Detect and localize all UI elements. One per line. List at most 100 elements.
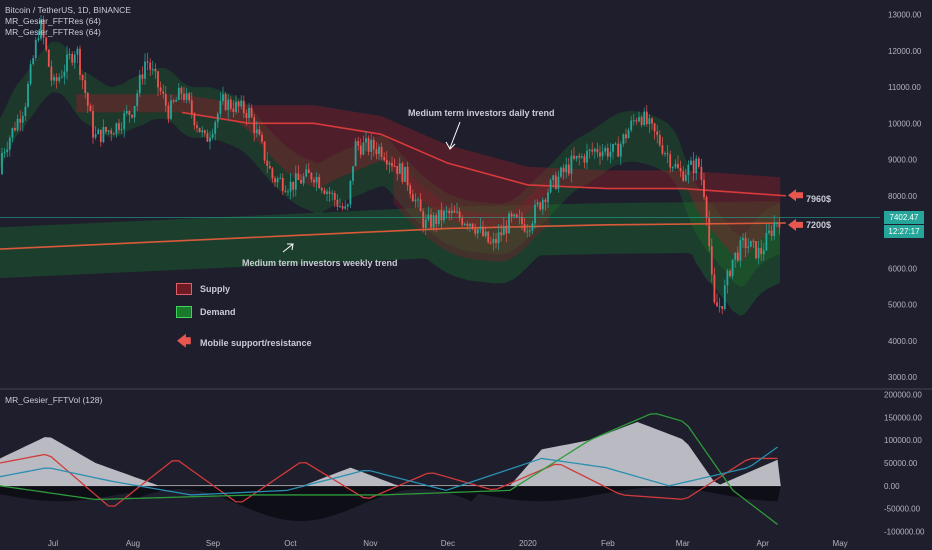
candle-body (547, 192, 549, 203)
candle-body (723, 285, 726, 309)
candle-body (71, 54, 74, 63)
candle-body (94, 134, 97, 138)
candle-body (445, 210, 448, 212)
candle-body (560, 167, 562, 177)
candle-body (201, 130, 204, 133)
volume-axis-tick: 0.00 (884, 482, 900, 491)
candle-body (144, 61, 146, 79)
candle-body (63, 71, 66, 77)
candle-body (567, 164, 570, 174)
candle-body (510, 213, 513, 217)
indicator-label-1[interactable]: MR_Gesier_FFTRes (64) (5, 16, 101, 26)
time-axis-tick: May (833, 539, 848, 548)
candle-body (240, 100, 243, 107)
candle-body (713, 274, 716, 303)
candle-body (198, 127, 201, 133)
weekly-pointer-head (287, 243, 294, 251)
candle-body (622, 134, 625, 144)
candle-body (588, 149, 591, 151)
candle-body (404, 166, 406, 182)
candle-body (102, 126, 105, 142)
candle-body (437, 210, 440, 224)
candle-body (570, 155, 573, 174)
candle-body (591, 149, 594, 152)
candle-body (398, 163, 401, 174)
candle-body (778, 222, 781, 228)
candle-body (461, 218, 464, 225)
volume-line-green (0, 413, 778, 525)
candle-body (24, 106, 27, 116)
arrow-left-icon: 🡄 (176, 333, 192, 349)
candle-body (625, 134, 627, 139)
candle-body (307, 169, 310, 174)
candle-body (344, 206, 347, 209)
candle-body (50, 66, 53, 81)
candle-body (731, 259, 734, 277)
candle-body (695, 158, 698, 174)
level-low-label: 7200$ (806, 220, 832, 230)
candle-body (159, 87, 162, 92)
time-axis-tick: Apr (756, 539, 769, 548)
candle-body (125, 111, 128, 114)
candle-body (45, 37, 48, 50)
price-axis-tick: 6000.00 (888, 264, 917, 273)
candle-body (482, 226, 484, 236)
volume-axis-tick: 200000.00 (884, 391, 922, 400)
candle-body (99, 129, 102, 142)
candle-body (593, 148, 596, 152)
candle-body (422, 211, 425, 228)
candle-body (206, 133, 209, 142)
candle-body (534, 204, 536, 224)
candle-body (341, 206, 344, 209)
time-axis-tick: Jul (48, 539, 58, 548)
candle-body (203, 130, 206, 134)
candle-body (318, 176, 321, 189)
candle-body (326, 191, 328, 194)
candle-body (765, 232, 768, 251)
candle-body (115, 123, 118, 135)
candle-body (484, 231, 487, 236)
candle-body (118, 123, 120, 130)
candle-body (443, 211, 445, 221)
candle-body (60, 76, 63, 78)
candle-body (105, 126, 107, 132)
candle-body (471, 223, 474, 229)
time-axis-tick: Dec (441, 539, 455, 548)
indicator-label-2[interactable]: MR_Gesier_FFTRes (64) (5, 27, 101, 37)
time-axis-tick: Nov (363, 539, 377, 548)
candle-body (388, 162, 391, 165)
supply-cloud (76, 94, 781, 262)
candle-body (365, 138, 367, 143)
candle-body (281, 177, 284, 191)
candle-body (432, 215, 435, 228)
candle-body (562, 167, 565, 173)
candle-body (258, 129, 261, 135)
candle-body (747, 246, 750, 249)
candle-body (354, 141, 357, 167)
candle-body (123, 113, 126, 130)
candle-body (276, 178, 279, 183)
candle-body (84, 80, 87, 93)
candle-body (679, 168, 682, 172)
candle-body (453, 210, 456, 213)
volume-indicator-label[interactable]: MR_Gesier_FFTVol (128) (5, 395, 103, 405)
candle-body (604, 147, 607, 152)
candle-body (414, 199, 417, 202)
candle-body (479, 226, 482, 230)
candle-body (578, 155, 581, 158)
price-axis-tick: 13000.00 (888, 11, 922, 20)
mobile-key: 🡄 Mobile support/resistance (176, 331, 312, 355)
candle-body (185, 93, 188, 100)
candle-body (619, 143, 622, 157)
candle-body (107, 130, 110, 132)
candle-body (279, 177, 282, 179)
candle-body (274, 178, 276, 183)
candle-body (8, 137, 11, 150)
candle-body (762, 250, 765, 255)
candle-body (492, 238, 495, 243)
candle-body (11, 128, 14, 138)
candle-body (448, 210, 451, 214)
candle-body (700, 166, 703, 180)
candle-body (614, 143, 617, 145)
